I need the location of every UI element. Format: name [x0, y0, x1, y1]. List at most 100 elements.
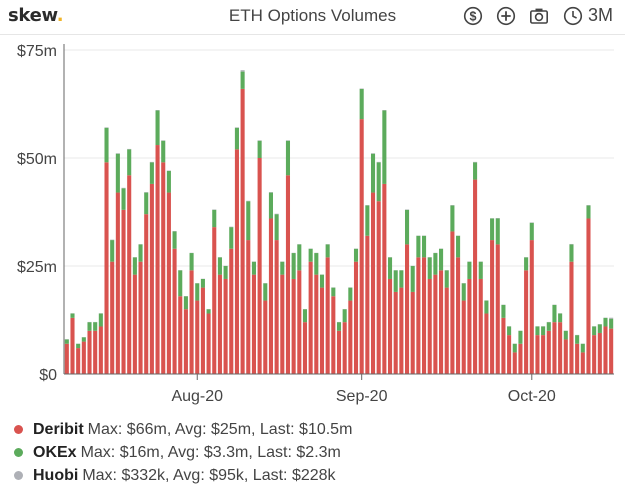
- bar-okex: [552, 304, 557, 323]
- bar-deribit: [473, 179, 478, 374]
- bar-okex: [382, 110, 387, 184]
- bar-deribit: [251, 274, 256, 374]
- bar-okex: [234, 127, 239, 150]
- bar-deribit: [240, 88, 245, 374]
- clock-icon[interactable]: [563, 6, 583, 26]
- logo-text: skew: [8, 5, 57, 26]
- svg-text:$: $: [470, 10, 477, 24]
- bar-okex: [512, 343, 517, 353]
- bar-deribit: [376, 201, 381, 374]
- bar-okex: [456, 235, 461, 258]
- bar-deribit: [467, 278, 472, 374]
- bar-deribit: [416, 257, 421, 374]
- bar-deribit: [217, 274, 222, 374]
- bar-okex: [149, 162, 154, 184]
- bar-deribit: [200, 287, 205, 374]
- bar-deribit: [115, 192, 120, 374]
- bar-okex: [229, 227, 234, 249]
- bar-okex: [370, 153, 376, 193]
- bar-okex: [331, 287, 336, 297]
- x-tick-label: Oct-20: [508, 388, 556, 405]
- bar-deribit: [319, 287, 325, 374]
- bar-huobi: [609, 317, 614, 319]
- legend-swatch-huobi: [14, 471, 23, 480]
- bar-deribit: [161, 162, 166, 374]
- bar-okex: [263, 283, 268, 301]
- bar-okex: [223, 266, 228, 279]
- bar-deribit: [575, 343, 580, 374]
- bar-deribit: [64, 343, 69, 374]
- bar-okex: [280, 261, 285, 275]
- bar-okex: [291, 253, 296, 279]
- bar-deribit: [93, 330, 98, 374]
- bar-deribit: [518, 343, 523, 374]
- bar-okex: [183, 296, 188, 310]
- bar-deribit: [546, 330, 551, 374]
- bar-deribit: [246, 240, 251, 374]
- bar-okex: [399, 270, 404, 288]
- dollar-icon[interactable]: $: [463, 6, 483, 26]
- bar-okex: [81, 337, 86, 342]
- bar-deribit: [132, 274, 137, 374]
- legend-name: OKEx: [33, 443, 77, 461]
- bar-deribit: [410, 291, 415, 374]
- bar-okex: [558, 313, 563, 323]
- bar-deribit: [563, 339, 568, 374]
- bar-okex: [325, 244, 330, 258]
- bar-deribit: [592, 335, 597, 374]
- bar-deribit: [76, 348, 81, 374]
- bar-huobi: [240, 70, 245, 72]
- bar-deribit: [121, 209, 126, 374]
- bar-okex: [422, 235, 427, 258]
- camera-icon[interactable]: [529, 6, 549, 26]
- bar-deribit: [444, 287, 449, 374]
- bar-deribit: [524, 270, 529, 374]
- legend-item-okex[interactable]: OKEx Max: $16m, Avg: $3.3m, Last: $2.3m: [14, 441, 614, 464]
- bar-deribit: [609, 328, 614, 374]
- bar-okex: [274, 214, 279, 241]
- bar-deribit: [580, 352, 585, 374]
- legend-stats: Max: $66m, Avg: $25m, Last: $10.5m: [87, 420, 353, 438]
- y-tick-label: $75m: [17, 43, 57, 60]
- stacked-bar-chart: $0 $25m $50m $75m Aug-20 Sep-20 Oct-20: [17, 43, 614, 405]
- bar-deribit: [490, 240, 495, 374]
- bar-deribit: [195, 300, 200, 374]
- bar-deribit: [104, 162, 109, 374]
- bar-deribit: [558, 322, 563, 374]
- bar-deribit: [478, 278, 483, 374]
- bar-deribit: [268, 218, 273, 374]
- bar-deribit: [427, 278, 432, 374]
- legend-swatch-deribit: [14, 425, 23, 434]
- bar-deribit: [393, 291, 398, 374]
- bar-okex: [410, 266, 415, 292]
- bar-okex: [529, 222, 534, 241]
- bar-deribit: [331, 296, 336, 374]
- bar-deribit: [138, 261, 143, 374]
- bar-deribit: [399, 287, 404, 374]
- bar-okex: [393, 270, 398, 292]
- bar-deribit: [87, 330, 92, 374]
- bar-okex: [110, 240, 115, 262]
- bar-deribit: [348, 300, 353, 374]
- bar-okex: [138, 244, 143, 262]
- legend-item-huobi[interactable]: Huobi Max: $332k, Avg: $95k, Last: $228k: [14, 464, 614, 487]
- legend-swatch-okex: [14, 448, 23, 457]
- bar-okex: [104, 127, 109, 163]
- bar-deribit: [280, 274, 285, 374]
- bar-okex: [297, 244, 302, 271]
- bar-okex: [461, 283, 466, 301]
- bar-deribit: [263, 300, 268, 374]
- bar-deribit: [183, 309, 188, 374]
- bar-okex: [308, 248, 313, 262]
- bar-deribit: [569, 261, 574, 374]
- skew-logo[interactable]: skew.: [8, 5, 64, 26]
- bar-okex: [217, 257, 222, 275]
- bar-okex: [490, 218, 495, 241]
- bar-deribit: [223, 278, 228, 374]
- bar-okex: [285, 140, 291, 176]
- bar-deribit: [297, 270, 302, 374]
- time-range-selector[interactable]: 3M: [588, 5, 614, 25]
- add-icon[interactable]: [496, 6, 516, 26]
- legend-item-deribit[interactable]: Deribit Max: $66m, Avg: $25m, Last: $10.…: [14, 418, 614, 441]
- bar-okex: [580, 343, 585, 353]
